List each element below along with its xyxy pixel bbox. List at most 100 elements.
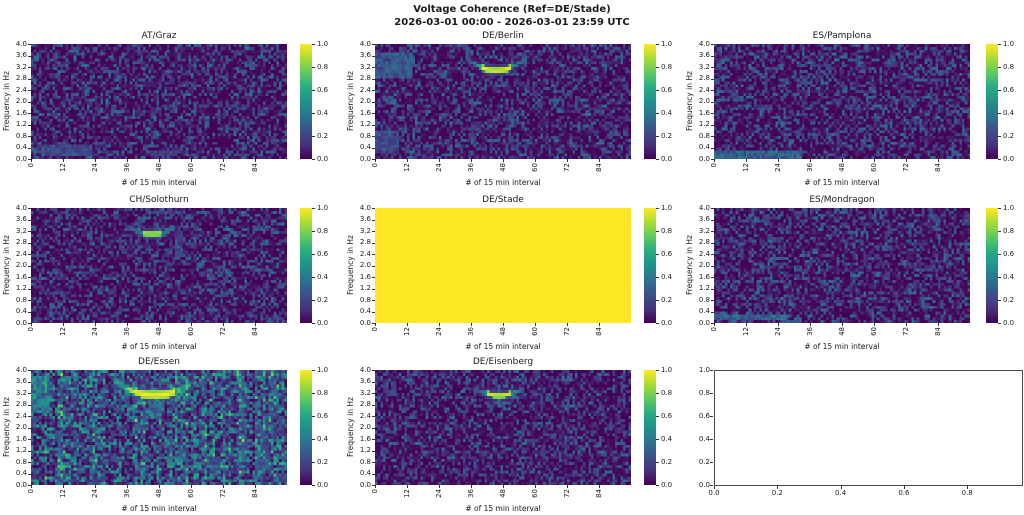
x-tick-label: 72 (562, 163, 571, 172)
colorbar-tick-mark (656, 393, 659, 394)
x-tick-label: 72 (562, 489, 571, 498)
colorbar-tick-label: 0.2 (317, 131, 329, 140)
x-tick-mark (63, 323, 64, 326)
x-tick-mark (439, 485, 440, 488)
colorbar-tick-mark (312, 231, 315, 232)
colorbar-tick-mark (998, 136, 1001, 137)
y-tick-label: 2.0 (15, 261, 27, 269)
x-tick-mark (535, 323, 536, 326)
y-tick-mark (711, 101, 714, 103)
y-tick-label: 3.6 (359, 377, 371, 385)
x-tick-label: 84 (594, 489, 603, 498)
y-tick-label: 2.4 (15, 249, 27, 258)
x-tick-mark (840, 486, 842, 489)
y-tick-label: 1.6 (698, 108, 710, 117)
y-tick-mark (372, 381, 375, 383)
y-tick-mark (711, 208, 714, 209)
colorbar-tick-label: 0.6 (317, 249, 329, 258)
y-tick-label: 0.8 (15, 295, 27, 304)
colorbar-tick-label: 0.0 (1003, 318, 1015, 327)
y-tick-mark (28, 462, 31, 463)
x-tick-mark (906, 323, 907, 326)
colorbar-tick-mark (998, 323, 1001, 324)
y-tick-label: 0.4 (359, 143, 371, 151)
colorbar-tick-mark (998, 208, 1001, 209)
x-tick-label: 84 (250, 489, 259, 498)
y-tick-mark (372, 113, 375, 114)
y-tick-label: 0.4 (15, 307, 27, 315)
x-tick-mark (223, 323, 224, 326)
x-tick-label: 12 (402, 327, 411, 336)
y-tick-mark (28, 113, 31, 114)
heatmap-canvas (375, 44, 631, 159)
y-tick-mark (711, 219, 714, 221)
x-tick-label: 0 (26, 327, 35, 332)
y-tick-mark (372, 288, 375, 290)
colorbar-tick-mark (998, 159, 1001, 160)
colorbar-tick-mark (998, 113, 1001, 114)
x-tick-mark (746, 323, 747, 326)
y-tick-mark (372, 147, 375, 149)
y-tick-mark (372, 90, 375, 91)
y-tick-mark (372, 393, 375, 394)
colorbar-tick-mark (312, 485, 315, 486)
x-tick-label: 36 (466, 489, 475, 498)
colorbar-tick-label: 0.6 (661, 249, 673, 258)
x-tick-label: 60 (530, 327, 539, 336)
y-tick-mark (372, 101, 375, 103)
y-tick-label: 0.8 (359, 131, 371, 140)
y-tick-label: 2.0 (698, 261, 710, 269)
x-tick-label: 60 (530, 489, 539, 498)
colorbar-tick-label: 0.4 (1003, 108, 1015, 117)
colorbar-tick-label: 0.0 (317, 480, 329, 489)
colorbar-tick-label: 0.0 (1003, 154, 1015, 163)
y-tick-label: 3.6 (359, 51, 371, 59)
y-tick-label: 4.0 (15, 203, 27, 212)
colorbar-tick-mark (656, 277, 659, 278)
x-tick-label: 36 (805, 327, 814, 336)
y-tick-label: 2.8 (359, 400, 371, 408)
y-tick-label: 0.8 (359, 295, 371, 304)
x-tick-label: 48 (154, 163, 163, 172)
colorbar-tick-label: 1.0 (661, 365, 673, 374)
x-tick-label: 72 (901, 163, 910, 172)
y-tick-label: 0.8 (15, 131, 27, 140)
colorbar-tick-mark (312, 44, 315, 45)
y-tick-mark (28, 90, 31, 91)
colorbar-tick-mark (312, 439, 315, 440)
y-tick-label: 3.2 (698, 62, 710, 71)
y-tick-label: 3.6 (15, 51, 27, 59)
y-tick-label: 2.0 (15, 423, 27, 431)
x-tick-label: 0 (370, 327, 379, 332)
y-tick-label: 1.2 (15, 284, 27, 292)
y-tick-mark (710, 416, 713, 417)
y-tick-label: 2.4 (15, 411, 27, 420)
y-tick-mark (28, 55, 31, 57)
y-tick-mark (710, 485, 713, 486)
colorbar-tick-mark (312, 67, 315, 68)
y-tick-mark (28, 370, 31, 371)
y-tick-mark (711, 124, 714, 126)
x-tick-label: 48 (154, 327, 163, 336)
x-tick-mark (375, 323, 376, 326)
x-tick-label: 24 (434, 327, 443, 336)
y-tick-label: 2.4 (359, 85, 371, 94)
y-tick-mark (372, 242, 375, 244)
colorbar-tick-mark (312, 113, 315, 114)
colorbar-tick-label: 0.2 (661, 295, 673, 304)
x-tick-label: 0 (709, 327, 718, 332)
colorbar-tick-label: 0.4 (317, 434, 329, 443)
subplot-title: DE/Stade (482, 195, 524, 205)
colorbar-tick-mark (656, 439, 659, 440)
y-tick-mark (28, 231, 31, 232)
y-tick-label: 4.0 (359, 39, 371, 48)
y-tick-label: 0.4 (698, 307, 710, 315)
colorbar-tick-mark (312, 370, 315, 371)
y-tick-mark (28, 254, 31, 255)
colorbar-tick-mark (998, 44, 1001, 45)
y-tick-mark (28, 473, 31, 475)
colorbar-tick-mark (312, 208, 315, 209)
y-tick-label: 0.0 (698, 318, 710, 327)
x-tick-label: 0.6 (898, 489, 910, 497)
x-axis-label: # of 15 min interval (465, 178, 541, 187)
